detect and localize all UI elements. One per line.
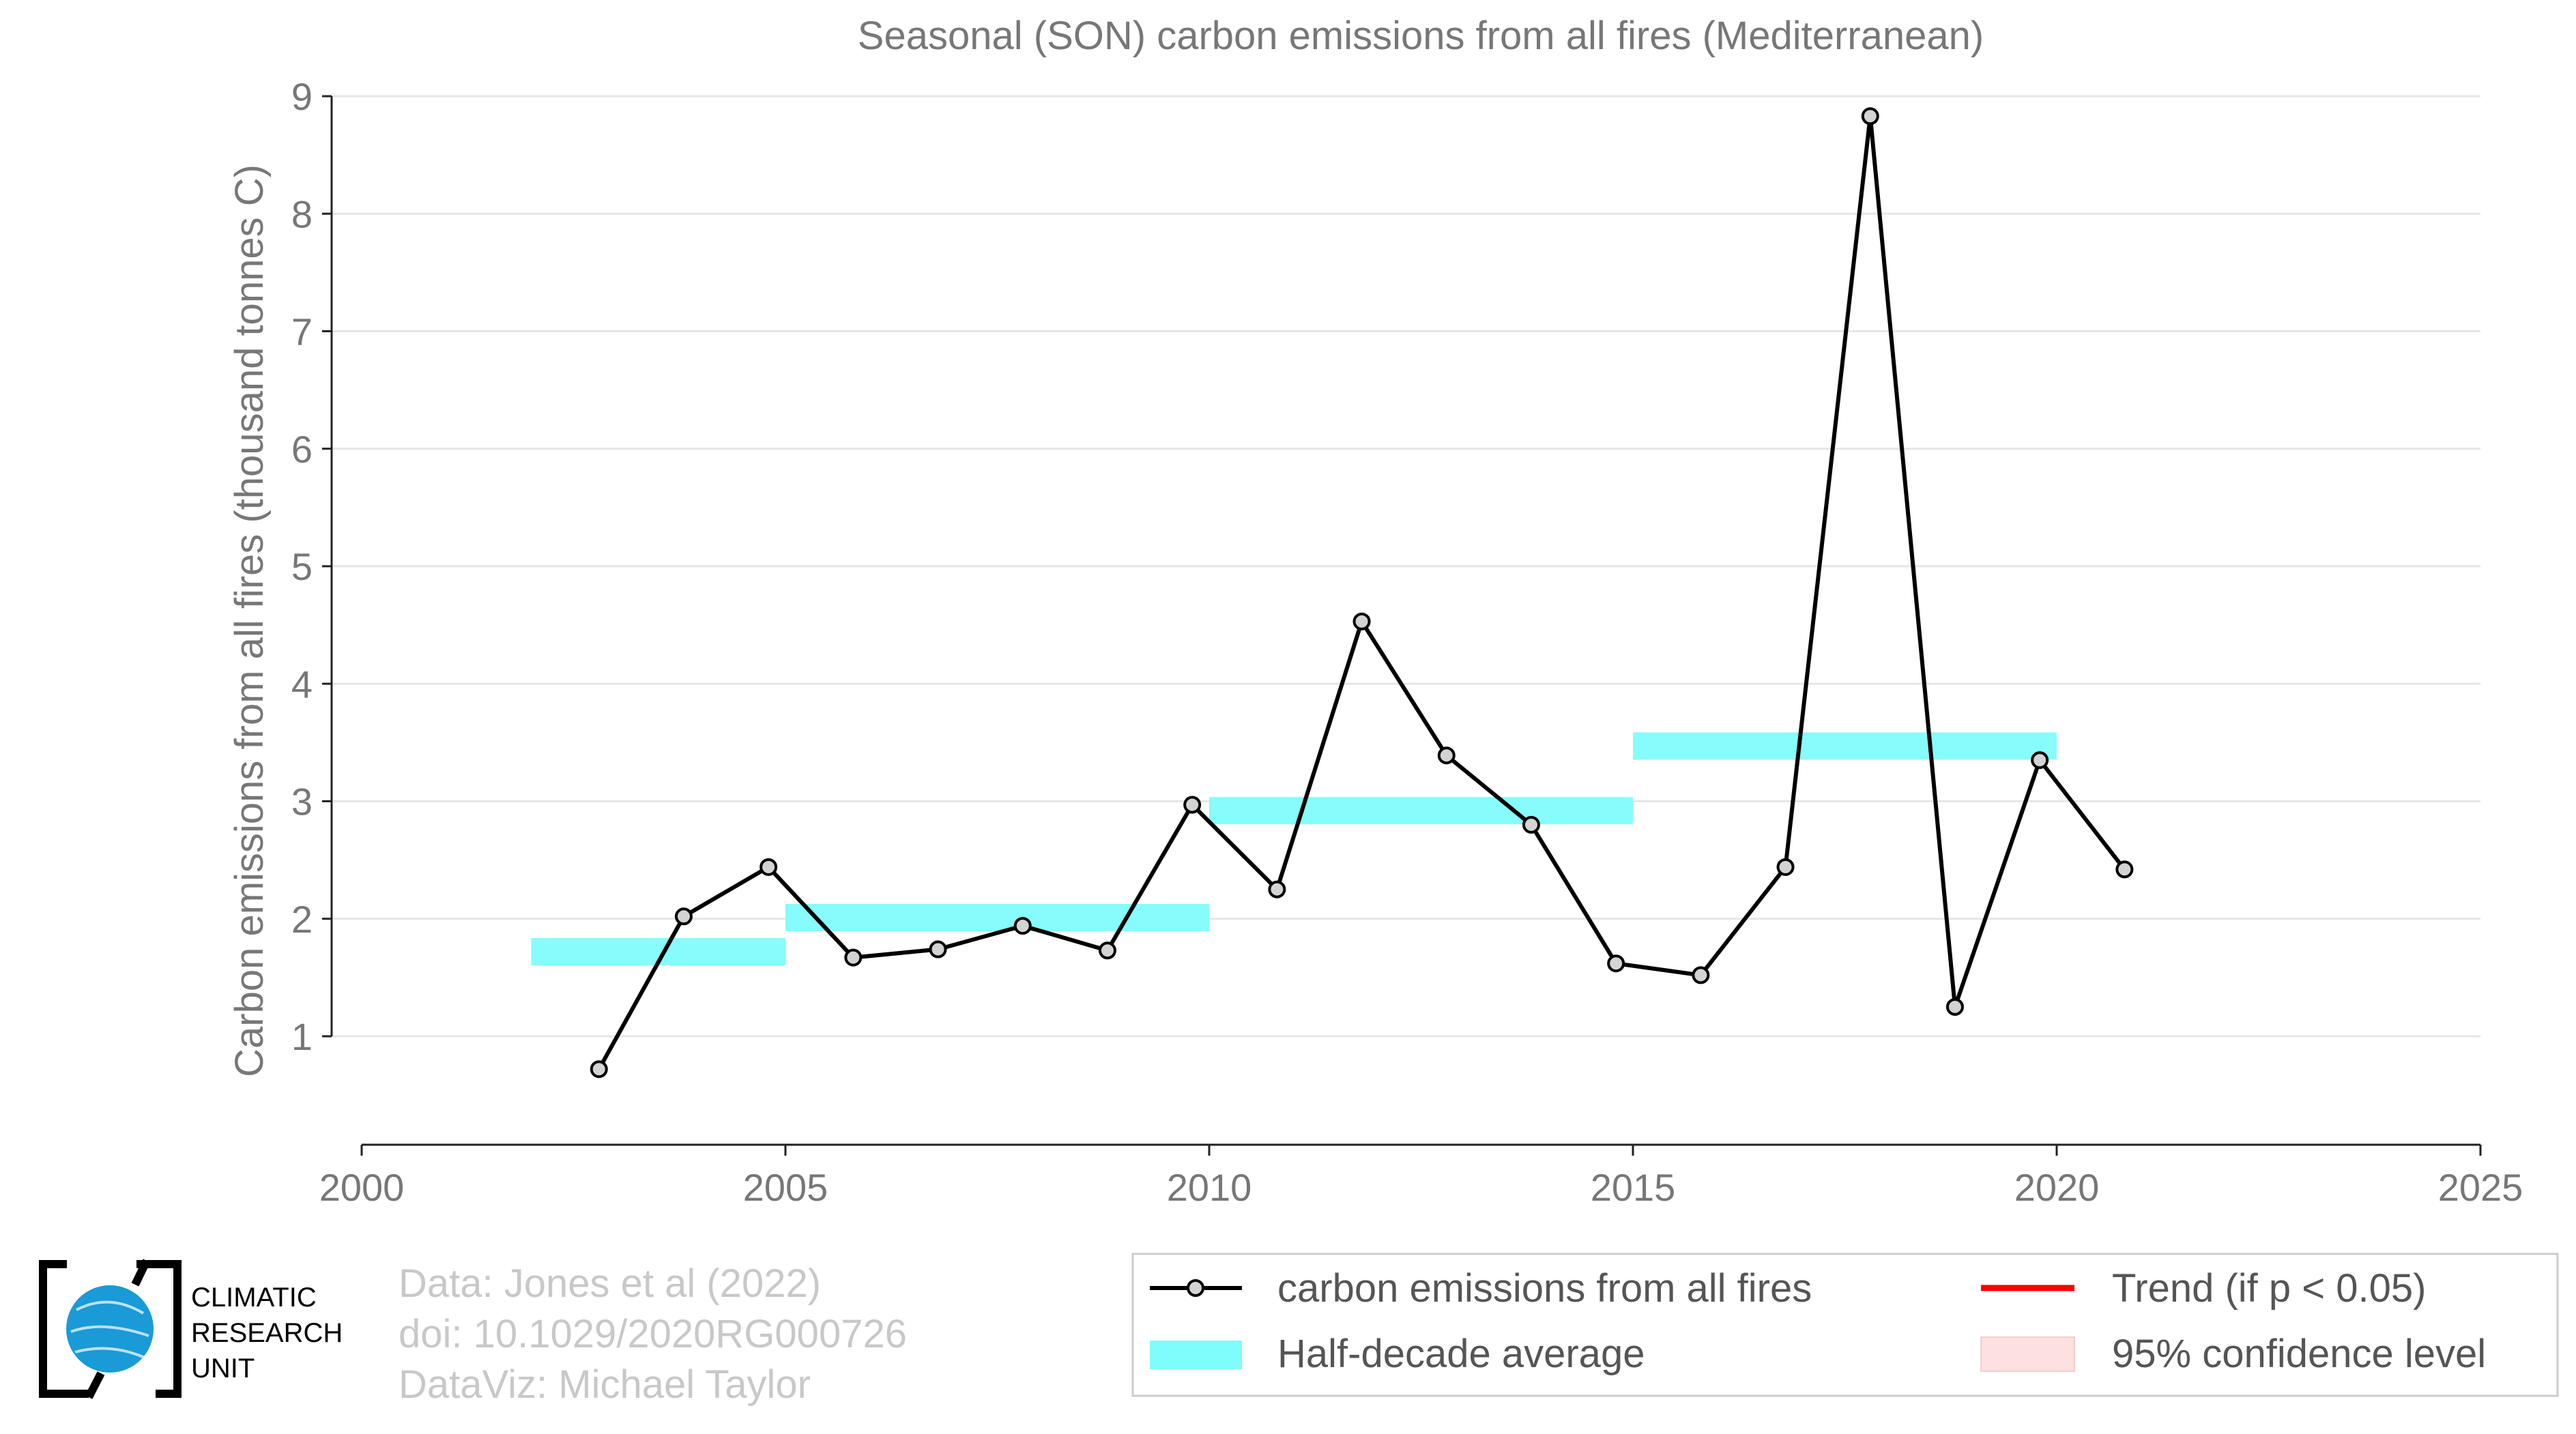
y-tick-label-2: 2 <box>291 898 313 941</box>
cru-logo: CLIMATIC RESEARCH UNIT <box>43 1261 343 1397</box>
y-tick-label-1: 1 <box>291 1015 313 1058</box>
data-point-13 <box>1693 967 1708 982</box>
x-axis-ticks: 2000 2005 2010 2015 2020 2025 <box>319 1145 2523 1209</box>
y-tick-label-9: 9 <box>291 75 313 118</box>
legend: carbon emissions from all fires Trend (i… <box>1133 1254 2558 1396</box>
x-tick-label-2005: 2005 <box>743 1166 828 1209</box>
y-axis-label: Carbon emissions from all fires (thousan… <box>227 164 272 1077</box>
logo-slash-bottom <box>89 1373 101 1397</box>
legend-trend-label: Trend (if p < 0.05) <box>2112 1266 2426 1311</box>
chart-title: Seasonal (SON) carbon emissions from all… <box>858 14 1984 58</box>
x-tick-label-2000: 2000 <box>319 1166 405 1209</box>
data-point-5 <box>1015 918 1030 933</box>
y-tick-label-7: 7 <box>291 310 313 353</box>
data-point-14 <box>1778 860 1793 875</box>
data-point-4 <box>931 942 946 957</box>
legend-confidence-label: 95% confidence level <box>2112 1332 2486 1376</box>
grid-lines <box>332 96 2480 1036</box>
legend-emissions-label: carbon emissions from all fires <box>1277 1266 1812 1311</box>
data-point-18 <box>2117 862 2132 877</box>
half-decade-average-bands <box>531 733 2057 965</box>
logo-text-line2: RESEARCH <box>191 1318 343 1348</box>
data-point-10 <box>1439 748 1454 763</box>
logo-text-line3: UNIT <box>191 1353 255 1384</box>
x-tick-label-2020: 2020 <box>2014 1166 2100 1209</box>
data-point-2 <box>761 860 776 875</box>
x-tick-label-2025: 2025 <box>2438 1166 2523 1209</box>
series-carbon-emissions <box>592 108 2132 1077</box>
data-point-7 <box>1185 798 1200 813</box>
legend-half-decade-swatch <box>1150 1341 1242 1369</box>
y-tick-label-8: 8 <box>291 192 313 235</box>
y-tick-label-3: 3 <box>291 780 313 823</box>
y-tick-label-5: 5 <box>291 545 313 588</box>
data-point-6 <box>1100 943 1115 958</box>
legend-emissions-marker <box>1188 1281 1203 1296</box>
data-point-11 <box>1524 817 1539 832</box>
data-point-15 <box>1863 108 1878 123</box>
y-axis-ticks: 1 2 3 4 5 6 7 8 9 <box>291 75 332 1058</box>
data-point-8 <box>1269 882 1284 897</box>
legend-item-confidence: 95% confidence level <box>1981 1332 2486 1376</box>
credit-source: Data: Jones et al (2022) <box>399 1261 821 1306</box>
data-point-9 <box>1355 614 1370 629</box>
data-point-3 <box>845 950 860 965</box>
data-point-16 <box>1948 999 1963 1014</box>
credit-doi: doi: 10.1029/2020RG000726 <box>399 1312 907 1356</box>
y-tick-label-4: 4 <box>291 662 313 705</box>
x-tick-label-2010: 2010 <box>1167 1166 1252 1209</box>
data-point-17 <box>2032 752 2047 767</box>
data-point-0 <box>592 1062 607 1077</box>
axes <box>332 96 2480 1145</box>
legend-confidence-swatch <box>1981 1337 2074 1371</box>
logo-text-line1: CLIMATIC <box>191 1283 317 1313</box>
data-credits: Data: Jones et al (2022) doi: 10.1029/20… <box>399 1261 907 1407</box>
data-point-12 <box>1608 956 1623 971</box>
x-tick-label-2015: 2015 <box>1591 1166 1676 1209</box>
y-tick-label-6: 6 <box>291 428 313 471</box>
half-decade-band-2 <box>1209 797 1633 824</box>
half-decade-band-1 <box>785 904 1209 931</box>
legend-half-decade-label: Half-decade average <box>1277 1332 1645 1376</box>
half-decade-band-3 <box>1633 733 2057 760</box>
data-point-1 <box>676 909 691 924</box>
credit-dataviz: DataViz: Michael Taylor <box>399 1362 811 1407</box>
